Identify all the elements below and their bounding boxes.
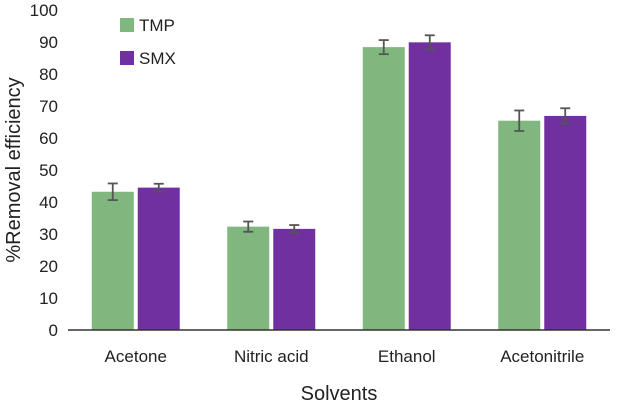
error-bar-tmp-ethanol <box>378 39 389 56</box>
y-axis-ticks: 0 10 20 30 40 50 60 70 80 90 100 <box>30 1 58 340</box>
legend-label-smx: SMX <box>139 49 176 68</box>
x-tick-label-nitric-acid: Nitric acid <box>234 347 309 366</box>
bar-tmp-nitric-acid <box>227 226 270 330</box>
bar-smx-nitric-acid <box>273 228 316 330</box>
legend-swatch-smx <box>120 51 134 65</box>
x-axis-tick-labels: Acetone Nitric acid Ethanol Acetonitrile <box>105 347 585 366</box>
x-tick-label-acetonitrile: Acetonitrile <box>500 347 584 366</box>
y-tick-label-50: 50 <box>39 161 58 180</box>
error-bar-tmp-acetone <box>107 182 118 201</box>
bars <box>91 42 587 331</box>
y-axis-title: %Removal efficiency <box>3 77 25 262</box>
y-tick-label-20: 20 <box>39 257 58 276</box>
error-bar-smx-nitric-acid <box>289 224 300 234</box>
y-tick-label-90: 90 <box>39 33 58 52</box>
x-tick-label-acetone: Acetone <box>105 347 167 366</box>
legend: TMP SMX <box>120 16 176 68</box>
x-axis-title: Solvents <box>301 383 378 405</box>
bar-tmp-acetone <box>91 191 134 330</box>
error-bar-tmp-nitric-acid <box>243 220 254 233</box>
error-bar-smx-acetone <box>153 182 164 193</box>
error-bar-tmp-acetonitrile <box>514 109 525 132</box>
error-bars <box>107 34 571 234</box>
y-tick-label-60: 60 <box>39 129 58 148</box>
y-tick-label-40: 40 <box>39 193 58 212</box>
legend-swatch-tmp <box>120 18 134 32</box>
legend-label-tmp: TMP <box>139 16 175 35</box>
y-tick-label-10: 10 <box>39 289 58 308</box>
bar-tmp-acetonitrile <box>498 120 541 330</box>
bar-smx-ethanol <box>408 42 451 330</box>
bar-smx-acetone <box>137 187 180 330</box>
y-tick-label-30: 30 <box>39 225 58 244</box>
y-tick-label-0: 0 <box>49 321 58 340</box>
y-tick-label-100: 100 <box>30 1 58 20</box>
bar-tmp-ethanol <box>362 47 405 331</box>
x-tick-label-ethanol: Ethanol <box>378 347 436 366</box>
error-bar-smx-acetonitrile <box>560 107 571 125</box>
y-tick-label-70: 70 <box>39 97 58 116</box>
y-tick-label-80: 80 <box>39 65 58 84</box>
bar-smx-acetonitrile <box>544 115 587 330</box>
error-bar-smx-ethanol <box>424 34 435 51</box>
